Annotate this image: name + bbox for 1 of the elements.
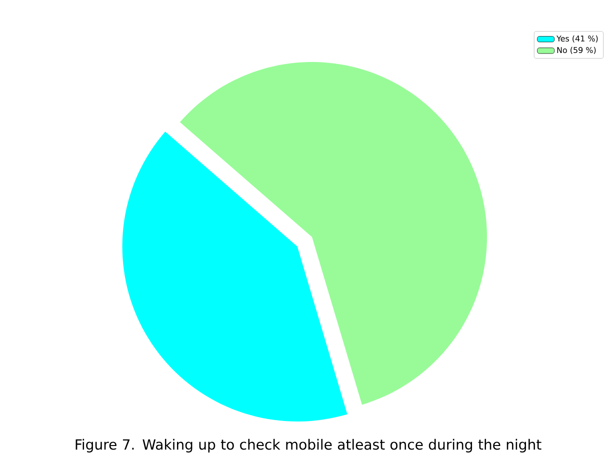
text: Figure 7. Waking up to check mobile atleast once during the night: [76, 438, 542, 452]
